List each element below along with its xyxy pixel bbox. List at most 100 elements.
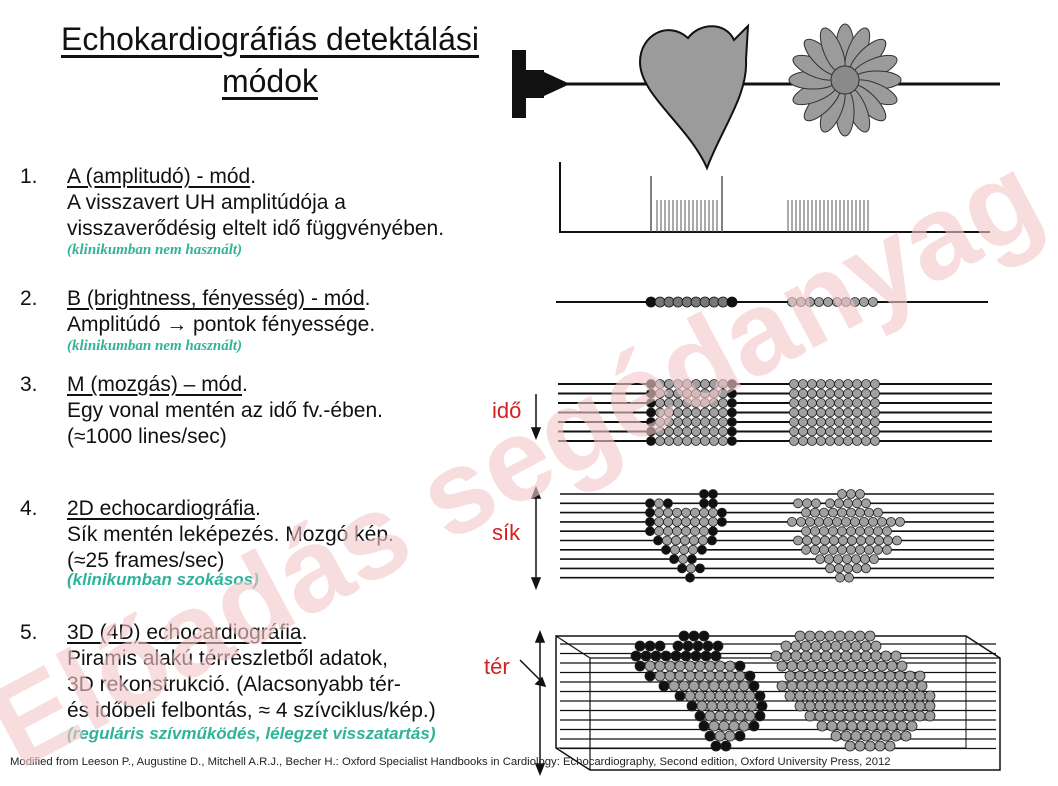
echo-dot	[846, 489, 856, 499]
echo-dot	[700, 379, 710, 389]
echo-dot	[896, 680, 908, 692]
echo-dot	[718, 680, 730, 692]
item-text: (≈1000 lines/sec)	[67, 425, 227, 448]
echo-dot	[798, 426, 808, 437]
label-space: tér	[484, 654, 510, 679]
echo-dot	[646, 407, 656, 418]
echo-dot	[672, 296, 684, 308]
echo-dot	[694, 660, 706, 672]
echo-dot	[664, 407, 674, 418]
echo-dot	[654, 526, 664, 537]
title-line-1: Echokardiográfiás detektálási	[60, 21, 479, 57]
echo-dot	[796, 660, 808, 672]
echo-dot	[906, 680, 918, 692]
echo-dot	[704, 710, 716, 722]
echo-dot	[645, 526, 655, 537]
echo-dot	[852, 563, 862, 574]
echo-dot	[780, 650, 792, 662]
echo-dot	[673, 388, 683, 399]
echo-dot	[840, 650, 852, 662]
echo-dot	[834, 670, 846, 682]
echo-dot	[790, 640, 802, 652]
echo-dot	[820, 640, 832, 652]
echo-dot	[825, 563, 835, 574]
echo-dot	[807, 379, 817, 389]
item-text: A visszavert UH amplitúdója a	[67, 191, 346, 214]
echo-dot	[690, 507, 700, 518]
echo-dot	[834, 690, 846, 702]
echo-dot	[708, 489, 718, 499]
echo-dot	[870, 388, 880, 399]
echo-dot	[698, 630, 710, 642]
item-text: Piramis alakú térrészletből adatok,	[67, 647, 388, 670]
echo-dot	[870, 650, 882, 662]
echo-dot	[837, 526, 847, 537]
echo-dot	[880, 650, 892, 662]
echo-dot	[814, 517, 824, 527]
item-number: 3.	[20, 373, 38, 396]
echo-dot	[892, 535, 902, 546]
echo-dot	[816, 407, 826, 418]
echo-dot	[784, 690, 796, 702]
echo-dot	[834, 417, 844, 427]
echo-dot	[672, 640, 684, 652]
item-note: (klinikumban nem használt)	[67, 338, 243, 354]
echo-dot	[842, 554, 852, 564]
echo-dot	[852, 417, 862, 427]
echo-dot	[816, 426, 826, 437]
echo-dot	[654, 660, 666, 672]
echo-dot	[890, 730, 902, 742]
echo-dot	[694, 670, 706, 682]
echo-dot	[805, 517, 815, 527]
echo-dot	[894, 690, 906, 702]
echo-dot	[789, 379, 799, 389]
echo-dot	[850, 640, 862, 652]
echo-dot	[852, 388, 862, 399]
echo-dot	[650, 650, 662, 662]
echo-dot	[673, 426, 683, 437]
echo-dot	[691, 398, 701, 408]
echo-dot	[854, 630, 866, 642]
item-number: 4.	[20, 497, 38, 520]
echo-dot	[861, 417, 871, 427]
echo-dot	[834, 388, 844, 399]
echo-dot	[686, 700, 698, 712]
echo-dot	[825, 407, 835, 418]
echo-dot	[866, 660, 878, 672]
echo-dot	[837, 489, 847, 499]
echo-dot	[664, 670, 676, 682]
item-heading: M (mozgás) – mód	[67, 373, 243, 396]
echo-dot	[690, 526, 700, 537]
echo-dot	[790, 650, 802, 662]
echo-dot	[814, 630, 826, 642]
echo-dot	[645, 296, 657, 308]
echo-dot	[820, 650, 832, 662]
echo-dot	[776, 660, 788, 672]
echo-dot	[826, 680, 838, 692]
echo-dot	[810, 544, 820, 555]
echo-dot	[882, 526, 892, 537]
echo-dot	[870, 379, 880, 389]
echo-dot	[718, 407, 728, 418]
echo-dot	[807, 426, 817, 437]
echo-dot	[744, 690, 756, 702]
echo-dot	[828, 507, 838, 518]
echo-dot	[691, 407, 701, 418]
echo-dot	[645, 507, 655, 518]
echo-dot	[727, 417, 737, 427]
echo-dot	[686, 563, 696, 574]
echo-dot	[678, 630, 690, 642]
echo-dot	[834, 700, 846, 712]
echo-dot	[824, 554, 834, 564]
echo-dot	[828, 526, 838, 537]
echo-dot	[699, 507, 709, 518]
echo-dot	[673, 398, 683, 408]
echo-dot	[886, 517, 896, 527]
echo-dot	[843, 379, 853, 389]
echo-dot	[682, 426, 692, 437]
echo-dot	[709, 436, 719, 446]
echo-dot	[754, 710, 766, 722]
a-mode-axis	[559, 162, 920, 233]
echo-dot	[846, 507, 856, 518]
echo-dot	[894, 710, 906, 722]
